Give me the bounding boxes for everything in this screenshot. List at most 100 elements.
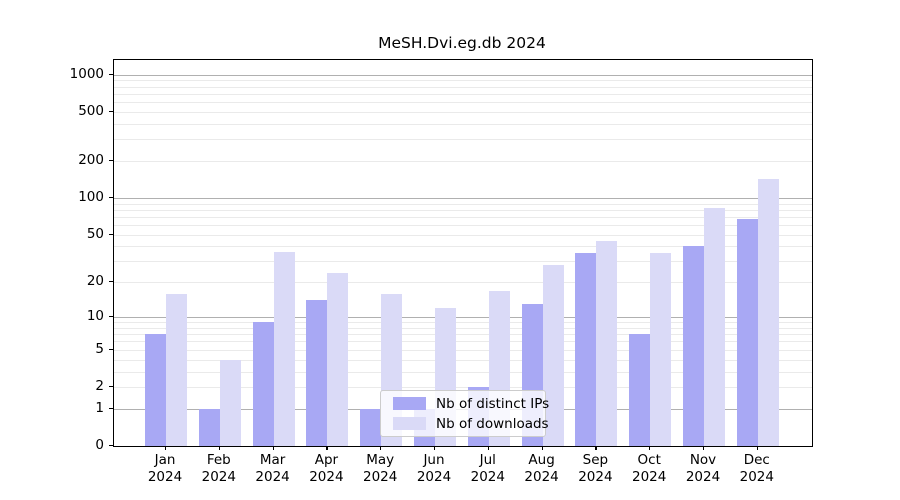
bar-downloads (166, 293, 187, 446)
legend: Nb of distinct IPs Nb of downloads (380, 390, 549, 437)
x-tick-mark (326, 446, 328, 450)
x-tick-label: Dec 2024 (739, 452, 774, 485)
gridline-minor (114, 203, 812, 205)
gridline-minor (114, 386, 812, 388)
legend-item-distinct-ips: Nb of distinct IPs (381, 396, 549, 412)
legend-swatch-downloads (393, 417, 426, 430)
gridline-minor (114, 371, 812, 373)
x-tick-mark (541, 446, 543, 450)
y-tick-label: 100 (78, 188, 104, 205)
bar-distinct-ips (198, 408, 220, 446)
y-tick-mark (109, 445, 113, 447)
x-tick-label: Nov 2024 (685, 452, 721, 485)
gridline-minor (114, 341, 812, 343)
x-tick-mark (165, 446, 167, 450)
x-tick-label: Jul 2024 (470, 452, 505, 485)
chart-title: MeSH.Dvi.eg.db 2024 (378, 34, 546, 52)
x-tick-mark (703, 446, 705, 450)
gridline-major (114, 317, 812, 319)
y-tick-mark (109, 159, 113, 162)
y-tick-label: 20 (86, 273, 104, 290)
gridline-minor (114, 327, 812, 329)
y-tick-label: 5 (95, 340, 104, 357)
bar-distinct-ips (252, 322, 274, 446)
x-tick-mark (434, 446, 436, 450)
x-tick-label: Oct 2024 (632, 452, 667, 485)
gridline-minor (114, 111, 812, 113)
x-tick-mark (595, 446, 597, 450)
gridline-minor (114, 80, 812, 82)
x-tick-mark (487, 446, 489, 450)
y-tick-mark (109, 385, 113, 388)
x-tick-mark (272, 446, 274, 450)
y-tick-label: 50 (86, 225, 104, 242)
gridline-minor (114, 334, 812, 336)
gridline-minor (114, 93, 812, 95)
legend-item-downloads: Nb of downloads (381, 416, 549, 432)
y-tick-label: 500 (78, 102, 104, 119)
y-tick-mark (109, 407, 113, 409)
x-tick-label: Feb 2024 (201, 452, 236, 485)
x-tick-mark (756, 446, 758, 450)
plot-area (113, 59, 813, 447)
y-tick-mark (109, 281, 113, 283)
bar-downloads (704, 207, 725, 446)
x-tick-label: May 2024 (363, 452, 398, 485)
y-tick-mark (109, 348, 113, 350)
y-tick-label: 0 (95, 437, 104, 453)
legend-label-distinct-ips: Nb of distinct IPs (436, 395, 550, 412)
gridline-minor (114, 123, 812, 125)
y-tick-mark (109, 110, 113, 112)
x-tick-label: Jan 2024 (147, 452, 183, 485)
x-tick-label: Jun 2024 (416, 452, 452, 485)
gridline-minor (114, 139, 812, 141)
y-tick-mark (109, 73, 113, 75)
bar-downloads (219, 359, 241, 446)
bar-distinct-ips (629, 334, 651, 446)
legend-label-downloads: Nb of downloads (436, 415, 549, 432)
bar-downloads (542, 265, 564, 446)
legend-swatch-distinct-ips (393, 397, 426, 410)
y-tick-label: 1000 (69, 65, 104, 82)
x-tick-label: Apr 2024 (309, 452, 344, 485)
y-tick-mark (109, 233, 113, 235)
x-tick-label: Sep 2024 (578, 452, 613, 485)
gridline-minor (114, 216, 812, 218)
bar-distinct-ips (736, 219, 758, 446)
x-tick-mark (649, 446, 651, 450)
bar-distinct-ips (575, 253, 597, 446)
gridline-minor (114, 86, 812, 88)
gridline-minor (114, 234, 812, 236)
gridline-minor (114, 209, 812, 211)
y-tick-label: 200 (78, 151, 104, 168)
gridline-major (114, 74, 812, 76)
gridline-minor (114, 160, 812, 162)
gridline-minor (114, 246, 812, 248)
y-tick-label: 10 (86, 308, 104, 325)
y-tick-mark (109, 316, 113, 318)
bar-downloads (273, 251, 295, 446)
bar-distinct-ips (145, 334, 166, 446)
gridline-minor (114, 225, 812, 226)
x-tick-label: Aug 2024 (524, 452, 559, 485)
gridline-minor (114, 261, 812, 263)
bar-distinct-ips (306, 300, 328, 446)
gridline-minor (114, 359, 812, 361)
bar-downloads (757, 179, 779, 446)
bar-distinct-ips (683, 246, 704, 446)
y-tick-mark (109, 196, 113, 199)
gridline-minor (114, 282, 812, 284)
gridline-major (114, 197, 812, 199)
y-tick-label: 1 (95, 399, 104, 416)
bar-downloads (596, 241, 618, 446)
x-tick-mark (380, 446, 382, 450)
gridline-minor (114, 349, 812, 351)
gridline-minor (114, 102, 812, 103)
bar-distinct-ips (360, 408, 382, 446)
bar-downloads (327, 272, 349, 446)
x-tick-label: Mar 2024 (255, 452, 290, 485)
y-tick-label: 2 (95, 377, 104, 394)
gridline-minor (114, 322, 812, 324)
x-tick-mark (218, 446, 220, 450)
